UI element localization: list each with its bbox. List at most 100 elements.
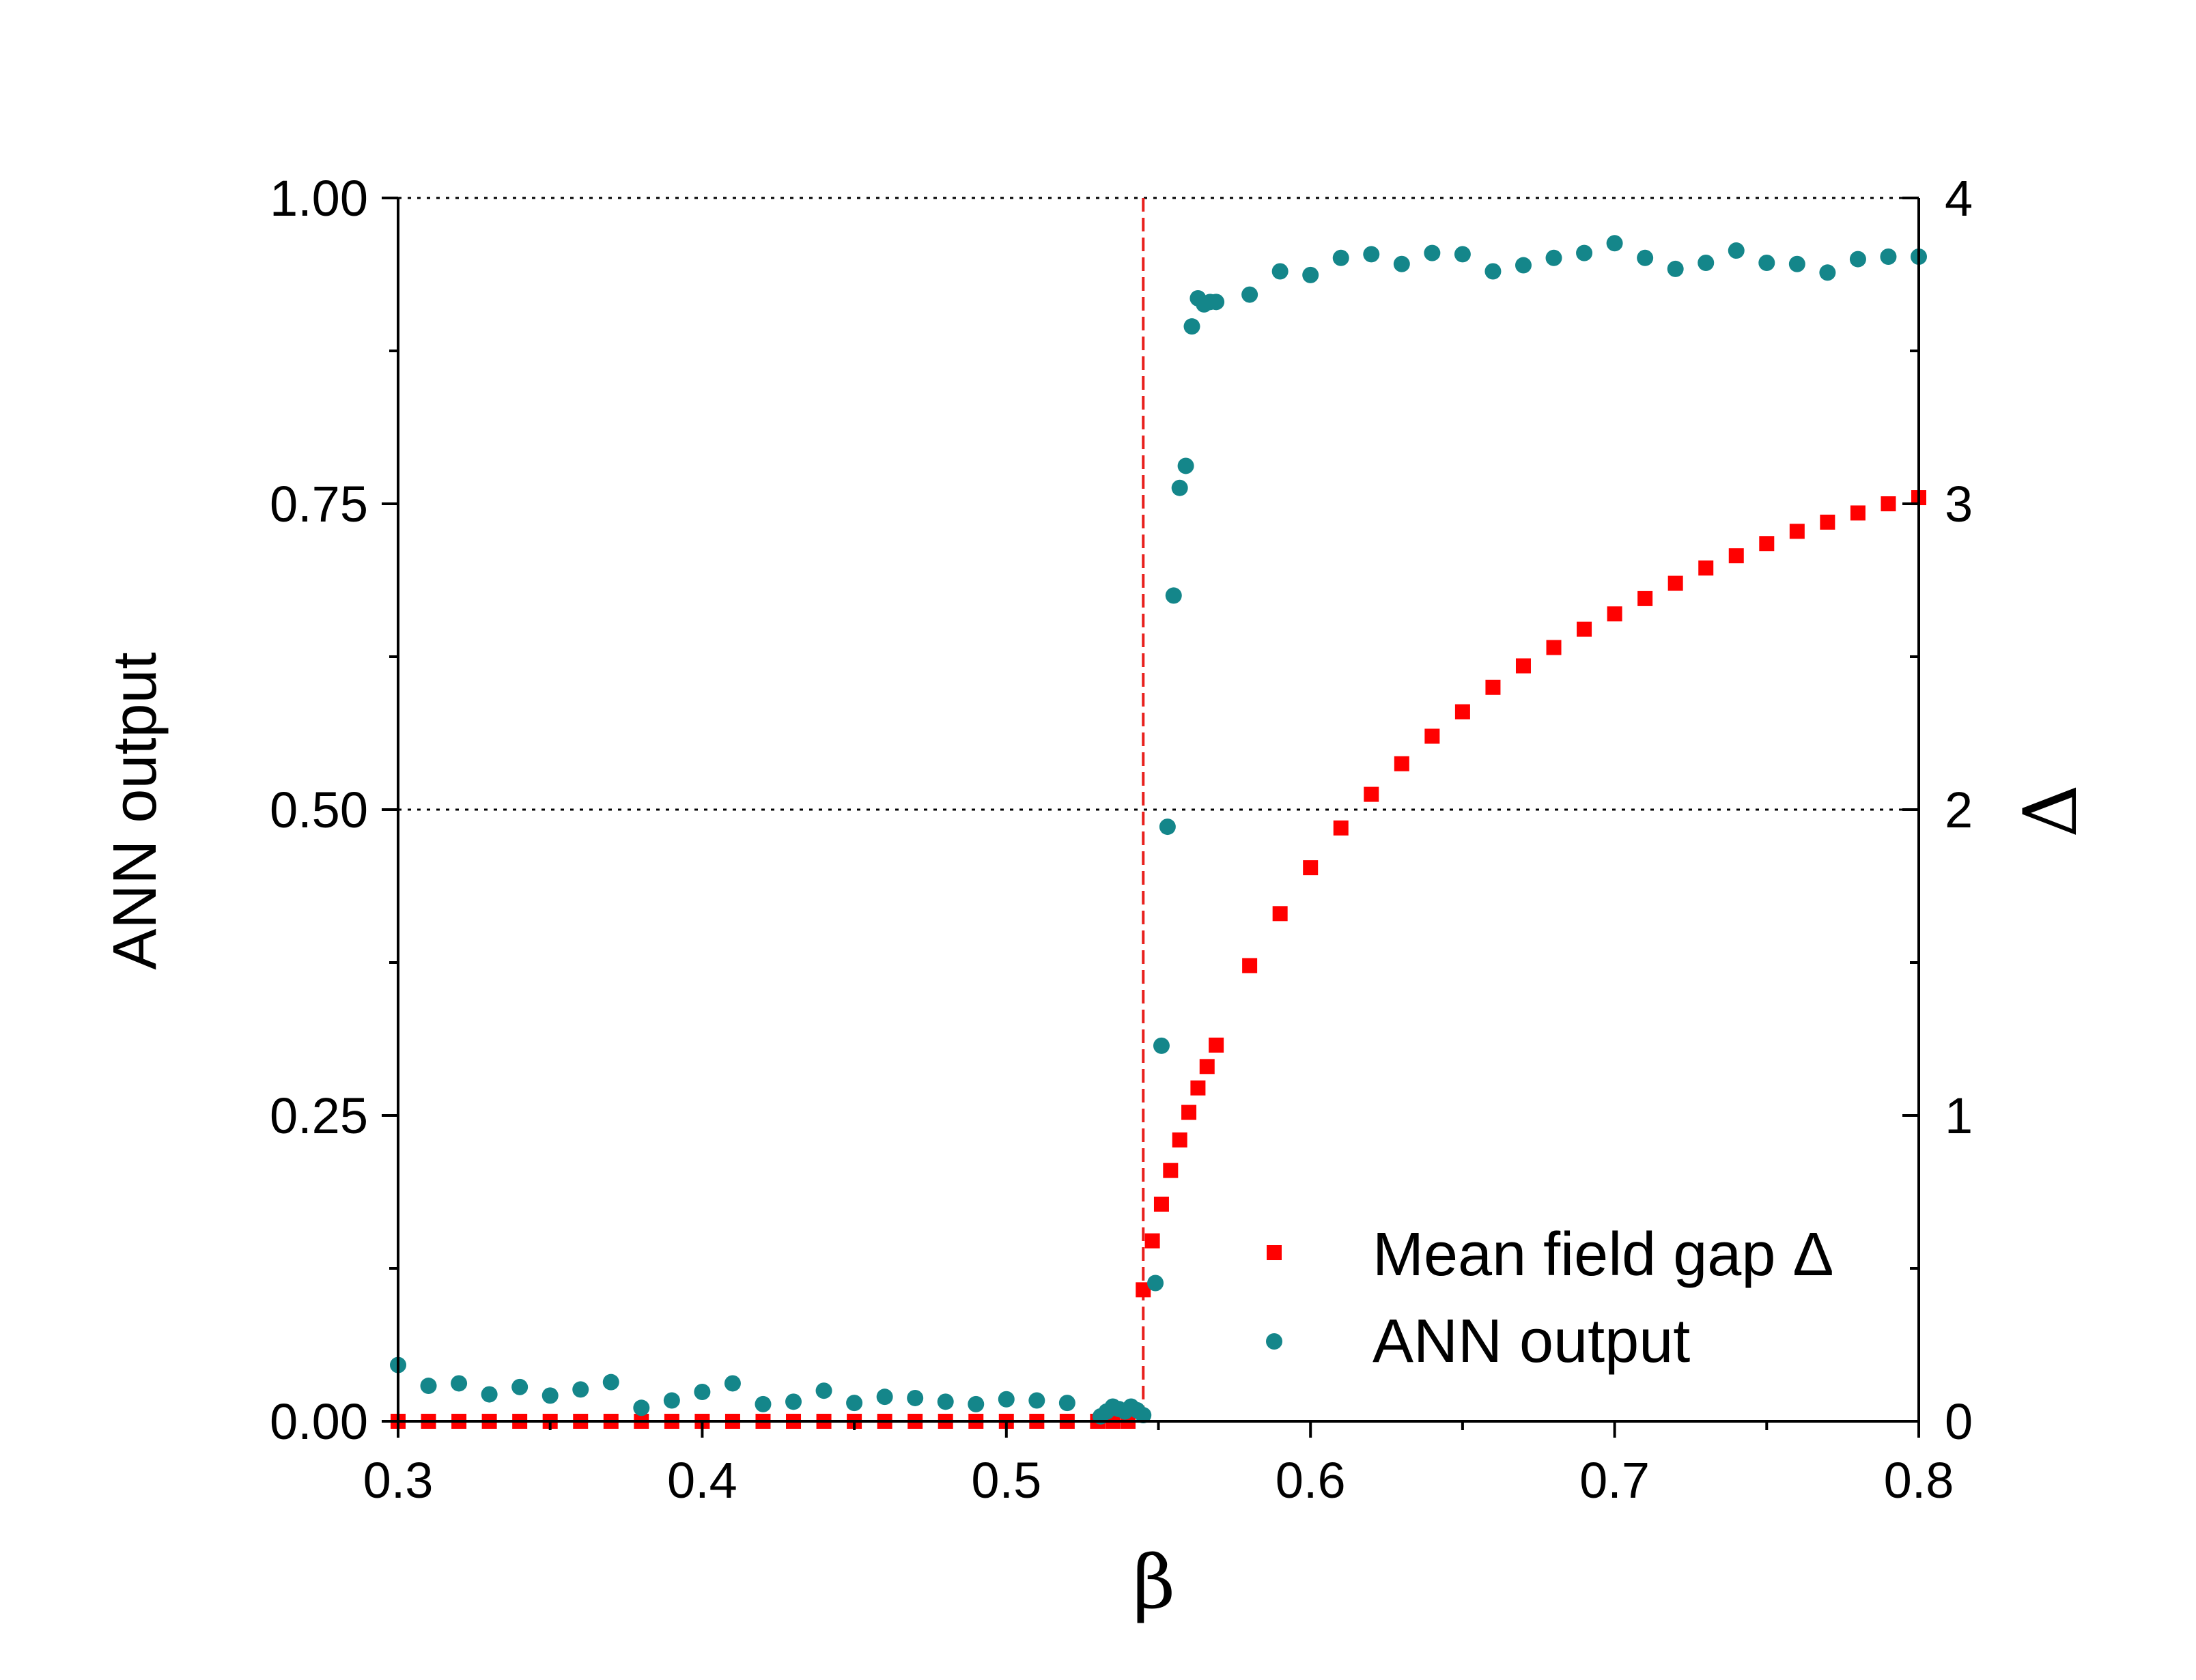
data-point-circle	[541, 1387, 559, 1404]
data-point-square	[1394, 756, 1409, 771]
data-point-circle	[1241, 286, 1258, 303]
data-point-circle	[1424, 244, 1441, 261]
data-point-circle	[511, 1378, 529, 1395]
data-point-circle	[1788, 255, 1805, 272]
legend-marker-ann-output	[1266, 1333, 1282, 1350]
data-point-square	[1454, 704, 1470, 720]
data-point-square	[1820, 514, 1835, 530]
y-left-axis-label: ANN output	[101, 652, 169, 969]
data-point-circle	[572, 1381, 589, 1398]
data-point-square	[1424, 728, 1440, 744]
x-axis-label: β	[1133, 1540, 1175, 1625]
data-point-circle	[451, 1375, 468, 1392]
data-point-circle	[1332, 249, 1349, 266]
y-right-tick-label: 1	[1945, 1087, 1973, 1144]
data-point-square	[1607, 606, 1622, 622]
data-point-square	[1485, 679, 1501, 695]
legend: Mean field gap Δ ANN output	[1266, 1221, 1834, 1376]
data-point-circle	[1728, 242, 1745, 259]
x-tick-label: 0.4	[667, 1452, 737, 1509]
data-point-square	[1881, 496, 1896, 511]
data-point-circle	[1153, 1037, 1170, 1054]
data-point-circle	[724, 1375, 741, 1392]
y-left-tick-label: 1.00	[270, 170, 368, 227]
data-point-square	[1698, 560, 1714, 576]
data-point-circle	[1880, 248, 1897, 266]
data-point-square	[1199, 1059, 1215, 1074]
data-point-circle	[1165, 587, 1182, 604]
data-point-square	[1272, 906, 1288, 922]
data-point-circle	[937, 1393, 954, 1410]
data-point-square	[1163, 1163, 1179, 1178]
legend-label-ann-output: ANN output	[1372, 1307, 1690, 1376]
data-point-square	[1637, 590, 1653, 606]
x-tick-label: 0.3	[363, 1452, 434, 1509]
data-point-circle	[1363, 246, 1380, 263]
data-point-circle	[1758, 254, 1775, 271]
data-point-circle	[481, 1386, 498, 1403]
y-right-tick-label: 2	[1945, 782, 1973, 838]
legend-marker-mean-field-gap	[1267, 1245, 1282, 1260]
data-point-circle	[420, 1378, 437, 1395]
data-point-circle	[1135, 1407, 1152, 1424]
data-point-circle	[1484, 263, 1502, 280]
data-point-circle	[1159, 818, 1176, 836]
ticks: 0.3 0.4 0.5 0.6 0.7 0.8 0.00 0.25 0.50 0.75 1.00 0 1…	[270, 170, 1973, 1509]
data-point-square	[1242, 958, 1258, 973]
series-ann-output	[390, 235, 1927, 1425]
data-point-circle	[1454, 246, 1471, 263]
data-point-square	[1136, 1282, 1151, 1298]
data-point-square	[1577, 621, 1592, 637]
data-point-circle	[1183, 318, 1200, 335]
x-tick-label: 0.8	[1884, 1452, 1954, 1509]
data-point-circle	[1028, 1392, 1045, 1409]
data-point-circle	[1849, 251, 1866, 268]
data-point-circle	[755, 1395, 772, 1412]
data-point-circle	[785, 1393, 802, 1410]
data-point-square	[1789, 524, 1805, 539]
data-point-circle	[1606, 235, 1623, 252]
data-point-square	[1364, 786, 1379, 802]
data-point-circle	[1819, 264, 1836, 281]
data-point-circle	[1576, 244, 1593, 261]
data-point-square	[1181, 1105, 1197, 1120]
data-point-square	[1667, 575, 1683, 591]
y-right-tick-label: 3	[1945, 476, 1973, 532]
data-point-circle	[1515, 257, 1532, 274]
data-point-square	[1759, 536, 1775, 552]
data-point-circle	[1271, 263, 1289, 280]
data-point-circle	[815, 1382, 832, 1399]
y-left-tick-label: 0.50	[270, 782, 368, 838]
data-point-square	[1303, 860, 1319, 876]
data-point-square	[1209, 1037, 1224, 1053]
data-point-circle	[602, 1373, 619, 1391]
data-point-circle	[1177, 457, 1194, 474]
data-point-square	[1172, 1132, 1187, 1148]
data-point-circle	[998, 1391, 1015, 1408]
y-right-axis-label: Δ	[2008, 784, 2094, 838]
y-left-tick-label: 0.00	[270, 1393, 368, 1450]
data-point-circle	[846, 1395, 863, 1412]
data-point-circle	[1302, 266, 1319, 283]
y-right-tick-label: 4	[1945, 170, 1973, 227]
data-point-circle	[1208, 294, 1225, 311]
x-tick-label: 0.6	[1276, 1452, 1346, 1509]
y-right-tick-label: 0	[1945, 1393, 1973, 1450]
data-point-circle	[694, 1383, 711, 1400]
y-left-tick-label: 0.25	[270, 1087, 368, 1144]
data-point-circle	[1667, 260, 1684, 277]
data-point-square	[1728, 548, 1744, 564]
data-point-square	[1515, 658, 1531, 674]
data-point-circle	[1147, 1275, 1164, 1292]
data-point-circle	[876, 1389, 893, 1406]
data-point-circle	[1637, 249, 1654, 266]
data-point-circle	[1171, 479, 1188, 496]
data-point-square	[1546, 640, 1562, 655]
data-point-circle	[1545, 249, 1562, 266]
data-point-square	[1333, 820, 1349, 836]
data-point-circle	[968, 1395, 985, 1412]
data-point-circle	[663, 1392, 680, 1409]
data-point-circle	[1058, 1395, 1075, 1412]
data-point-circle	[1698, 254, 1715, 271]
